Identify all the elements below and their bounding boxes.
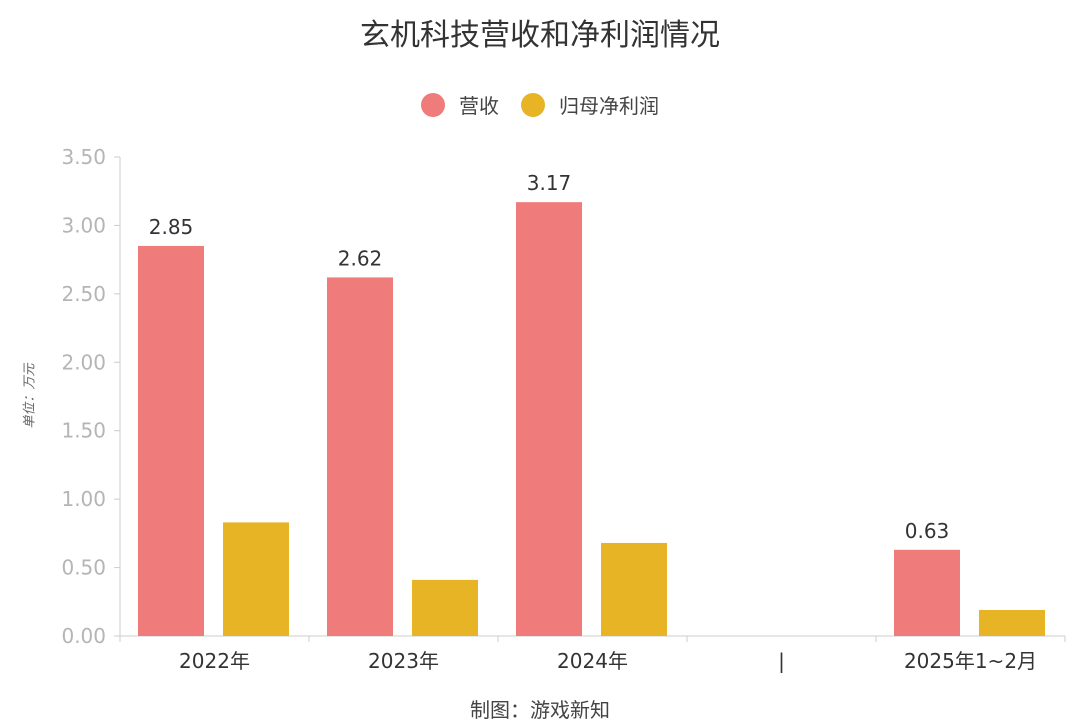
y-tick-label: 2.00 <box>61 350 106 374</box>
legend-item-revenue: 营收 <box>421 90 499 119</box>
legend-swatch-revenue <box>421 92 445 117</box>
x-category-label: 2023年 <box>368 649 439 673</box>
y-tick-label: 1.00 <box>61 487 106 511</box>
data-label: 0.63 <box>905 519 950 543</box>
bar-net-profit <box>601 542 667 636</box>
legend: 营收 归母净利润 <box>0 90 1080 119</box>
source-note: 制图：游戏新知 <box>470 698 610 722</box>
legend-swatch-net-profit <box>521 92 545 117</box>
legend-item-net-profit: 归母净利润 <box>521 90 659 119</box>
y-tick-label: 3.00 <box>61 213 106 237</box>
bar-revenue <box>327 277 393 636</box>
bar-revenue <box>894 549 960 636</box>
bar-net-profit <box>979 609 1045 636</box>
legend-label-net-profit: 归母净利润 <box>559 94 659 118</box>
x-category-label: 2025年1~2月 <box>904 649 1037 673</box>
data-label: 3.17 <box>527 171 572 195</box>
bar-net-profit <box>412 579 478 636</box>
y-tick-label: 0.50 <box>61 556 106 580</box>
x-category-label: 2022年 <box>179 649 250 673</box>
x-category-label: 2024年 <box>557 649 628 673</box>
bar-revenue <box>138 245 204 636</box>
axis-break-marker: | <box>778 649 785 673</box>
bar-revenue <box>516 202 582 637</box>
y-tick-label: 1.50 <box>61 419 106 443</box>
data-label: 2.62 <box>338 246 383 270</box>
bar-net-profit <box>223 522 289 636</box>
data-label: 2.85 <box>149 215 194 239</box>
y-tick-label: 2.50 <box>61 282 106 306</box>
y-tick-label: 3.50 <box>61 145 106 169</box>
legend-label-revenue: 营收 <box>459 94 499 118</box>
chart-title: 玄机科技营收和净利润情况 <box>360 18 720 53</box>
y-tick-label: 0.00 <box>61 624 106 648</box>
